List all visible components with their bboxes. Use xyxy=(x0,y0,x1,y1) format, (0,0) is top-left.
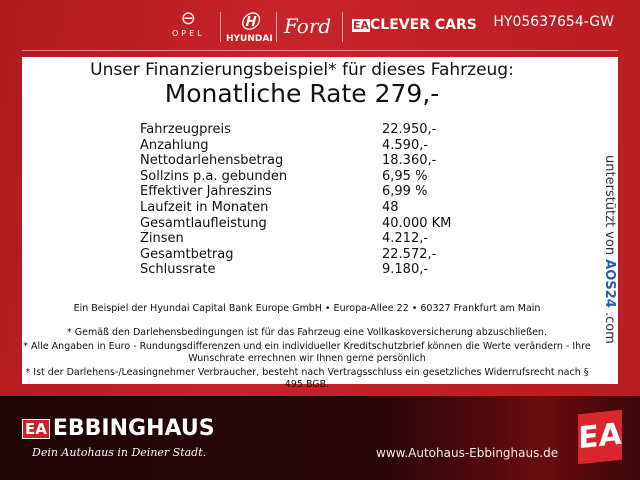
table-row: Zinsen 4.212,- xyxy=(140,231,460,247)
bank-info: Ein Beispiel der Hyundai Capital Bank Eu… xyxy=(73,303,541,314)
row-value: 18.360,- xyxy=(382,153,437,169)
slogan: Dein Autohaus in Deiner Stadt. xyxy=(32,446,207,459)
financing-panel: Unser Finanzierungsbeispiel* für dieses … xyxy=(22,57,618,390)
row-label: Laufzeit in Monaten xyxy=(140,199,269,215)
dealer-name: EBBINGHAUS xyxy=(52,416,215,441)
website-link[interactable]: www.Autohaus-Ebbinghaus.de xyxy=(376,446,559,460)
row-label: Sollzins p.a. gebunden xyxy=(140,168,288,184)
row-value: 22.572,- xyxy=(382,246,437,262)
clever-cars-logo: EACLEVER CARS xyxy=(352,17,477,33)
table-row: Fahrzeugpreis 22.950,- xyxy=(140,122,460,138)
vehicle-code: HY05637654-GW xyxy=(493,14,614,30)
opel-logo: ⊖ OPEL xyxy=(172,8,205,38)
row-value: 22.950,- xyxy=(382,122,437,137)
header: ⊖ OPEL Ⓗ HYUNDAI Ford EACLEVER CARS HY0563… xyxy=(0,0,640,52)
row-value: 40.000 KM xyxy=(382,215,452,231)
hyundai-logo: Ⓗ HYUNDAI xyxy=(226,12,273,44)
row-label: Effektiver Jahreszins xyxy=(140,184,272,200)
table-row: Schlussrate 9.180,- xyxy=(140,262,460,278)
divider xyxy=(22,50,618,51)
table-row: Laufzeit in Monaten 48 xyxy=(140,200,460,216)
row-value: 4.212,- xyxy=(382,231,429,247)
row-label: Zinsen xyxy=(140,231,184,247)
footnotes: * Gemäß den Darlehensbedingungen ist für… xyxy=(22,327,592,393)
table-row: Gesamtbetrag 22.572,- xyxy=(140,247,460,263)
table-row: Nettodarlehensbetrag 18.360,- xyxy=(140,153,460,169)
row-label: Anzahlung xyxy=(140,137,209,153)
footnote: * Alle Angaben in Euro - Rundungsdiffere… xyxy=(23,341,591,364)
ebbinghaus-logo: EA EBBINGHAUS xyxy=(22,416,215,441)
row-value: 6,99 % xyxy=(382,184,428,200)
aos24-credit: unterstützt von AOS24 .com xyxy=(602,155,617,344)
row-label: Fahrzeugpreis xyxy=(140,122,231,137)
row-value: 48 xyxy=(382,199,399,215)
row-value: 6,95 % xyxy=(382,168,428,184)
row-value: 9.180,- xyxy=(382,262,429,278)
table-row: Anzahlung 4.590,- xyxy=(140,138,460,154)
financing-table: Fahrzeugpreis 22.950,- Anzahlung 4.590,- N… xyxy=(140,122,460,278)
aos-suffix: .com xyxy=(602,311,617,344)
financing-title: Unser Finanzierungsbeispiel* für dieses … xyxy=(90,60,514,80)
aos24-logo: AOS24 xyxy=(602,259,617,308)
row-label: Nettodarlehensbetrag xyxy=(140,153,284,169)
aos-prefix: unterstützt von xyxy=(602,155,617,256)
row-label: Schlussrate xyxy=(140,262,216,278)
ea-emblem-icon: EA xyxy=(578,409,622,465)
row-label: Gesamtlaufleistung xyxy=(140,215,267,231)
footnote: * Gemäß den Darlehensbedingungen ist für… xyxy=(67,327,547,338)
ford-logo: Ford xyxy=(284,14,332,38)
footer-banner: EA EBBINGHAUS Dein Autohaus in Deiner Sta… xyxy=(0,396,640,480)
table-row: Effektiver Jahreszins 6,99 % xyxy=(140,184,460,200)
table-row: Gesamtlaufleistung 40.000 KM xyxy=(140,216,460,232)
ea-logo-icon: EA xyxy=(22,418,50,439)
row-label: Gesamtbetrag xyxy=(140,246,234,262)
table-row: Sollzins p.a. gebunden 6,95 % xyxy=(140,169,460,185)
footnote: * Ist der Darlehens-/Leasingnehmer Verbr… xyxy=(25,367,589,390)
monthly-rate: Monatliche Rate 279,- xyxy=(164,79,440,108)
row-value: 4.590,- xyxy=(382,137,429,153)
